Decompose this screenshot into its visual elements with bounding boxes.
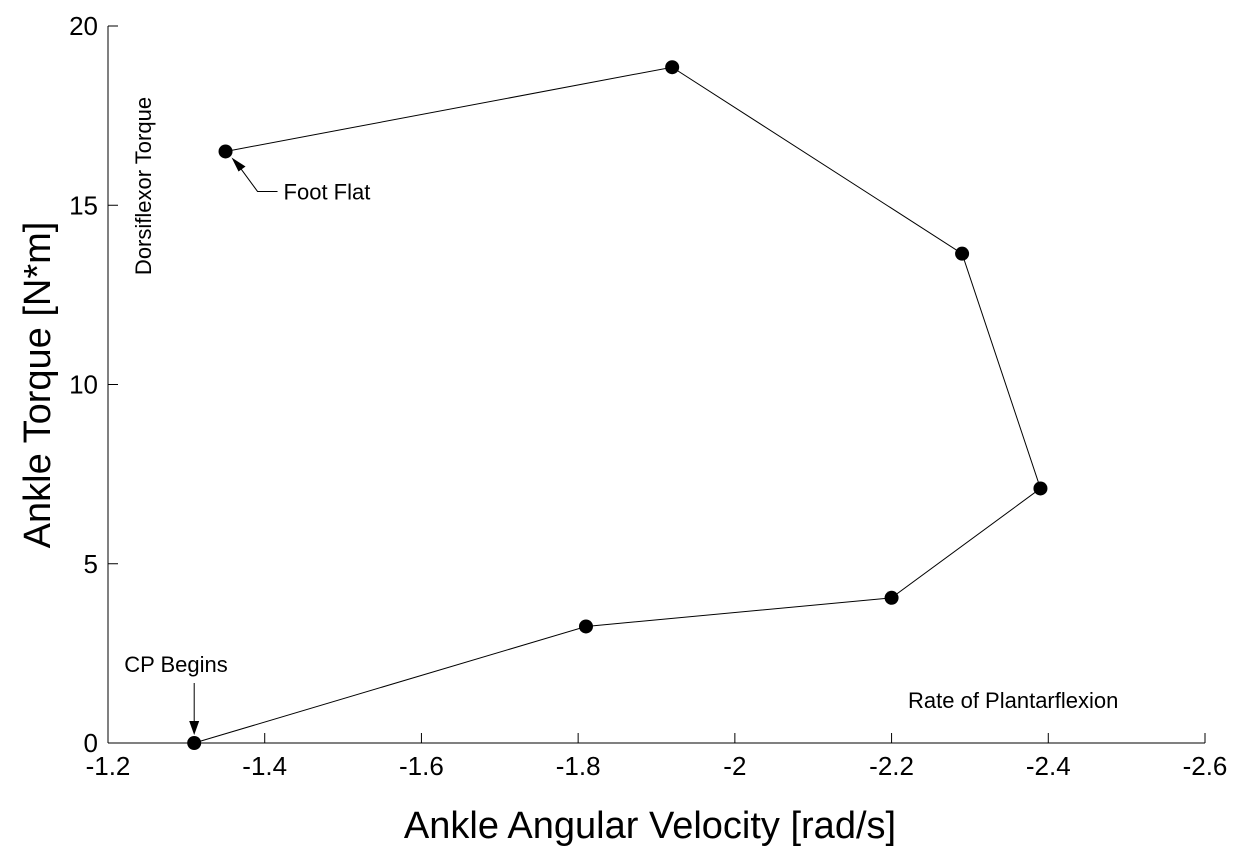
x-tick-label: -2.2 [869,751,914,781]
x-axis-title: Ankle Angular Velocity [rad/s] [404,805,896,847]
y-tick-label: 5 [84,549,98,579]
foot-flat-arrow-line [235,161,278,192]
dorsiflexor-torque-label: Dorsiflexor Torque [131,97,156,275]
x-tick-label: -2 [723,751,746,781]
y-tick-label: 15 [69,190,98,220]
series [187,60,1048,750]
data-point [187,736,202,750]
data-point [1033,481,1048,496]
x-tick-label: -1.4 [242,751,287,781]
x-tick-label: -2.6 [1183,751,1228,781]
annotations: Foot Flat CP Begins Dorsiflexor Torque Rate… [124,97,1118,735]
x-tick-label: -2.4 [1026,751,1071,781]
series-line [194,66,1042,744]
axes [107,26,1205,744]
y-tick-label: 0 [84,728,98,758]
x-tick-label: -1.2 [86,751,131,781]
y-axis-title: Ankle Torque [N*m] [17,222,59,549]
y-tick-label: 10 [69,370,98,400]
x-tick-label: -1.8 [556,751,601,781]
foot-flat-arrowhead [231,157,246,172]
x-tick-label: -1.6 [399,751,444,781]
rate-of-plantarflexion-label: Rate of Plantarflexion [908,688,1118,713]
y-tick-label: 20 [69,11,98,41]
data-point [578,619,593,634]
cp-begins-arrowhead [189,721,200,735]
data-point [218,144,233,159]
data-point [665,60,680,75]
data-point [955,246,970,261]
foot-flat-label: Foot Flat [284,179,371,204]
data-point [884,590,899,605]
cp-begins-label: CP Begins [124,652,228,677]
ticks: -1.2 -1.4 -1.6 -1.8 -2 -2.2 -2.4 -2.6 0 5 10 15 20 [69,11,1227,781]
